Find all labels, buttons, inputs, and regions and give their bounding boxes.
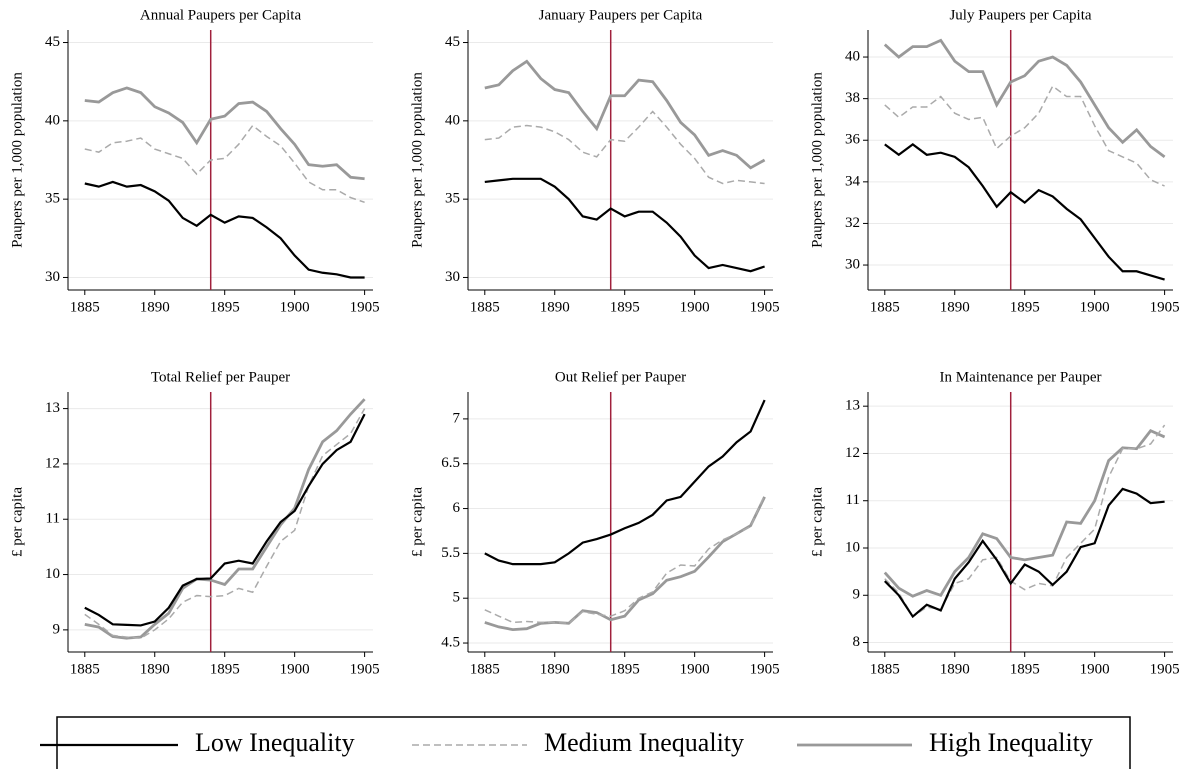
y-axis-label: £ per capita bbox=[9, 487, 25, 557]
x-tick-label: 1900 bbox=[280, 299, 310, 315]
x-tick-label: 1895 bbox=[1010, 299, 1040, 315]
x-tick-label: 1900 bbox=[1080, 299, 1110, 315]
series-line bbox=[484, 496, 766, 631]
panel-title: Annual Paupers per Capita bbox=[140, 7, 302, 23]
y-axis-label: £ per capita bbox=[409, 487, 425, 557]
y-axis-label: £ per capita bbox=[809, 487, 825, 557]
x-tick-label: 1890 bbox=[540, 299, 570, 315]
legend-label: Low Inequality bbox=[195, 728, 355, 757]
y-tick-label: 10 bbox=[45, 566, 60, 582]
series-line bbox=[884, 487, 1165, 619]
y-tick-label: 7 bbox=[453, 410, 461, 426]
y-axis-label: Paupers per 1,000 population bbox=[809, 72, 825, 248]
x-tick-label: 1895 bbox=[610, 299, 640, 315]
x-tick-label: 1900 bbox=[280, 661, 310, 677]
y-tick-label: 40 bbox=[45, 112, 60, 128]
x-tick-label: 1905 bbox=[1150, 661, 1180, 677]
y-tick-label: 11 bbox=[846, 492, 860, 508]
y-tick-label: 13 bbox=[45, 400, 60, 416]
x-tick-label: 1885 bbox=[470, 299, 500, 315]
x-tick-label: 1905 bbox=[750, 661, 780, 677]
series-line bbox=[84, 180, 365, 279]
x-tick-label: 1900 bbox=[1080, 661, 1110, 677]
series-line bbox=[84, 398, 366, 640]
y-tick-label: 5.5 bbox=[441, 545, 460, 561]
legend-label: High Inequality bbox=[929, 728, 1093, 757]
panel-title: Out Relief per Pauper bbox=[555, 369, 686, 385]
x-tick-label: 1900 bbox=[680, 661, 710, 677]
x-tick-label: 1890 bbox=[940, 299, 970, 315]
y-tick-label: 11 bbox=[46, 511, 60, 527]
x-tick-label: 1890 bbox=[140, 661, 170, 677]
y-tick-label: 13 bbox=[845, 398, 860, 414]
y-tick-label: 6 bbox=[453, 500, 461, 516]
legend-box bbox=[56, 716, 1131, 769]
y-tick-label: 9 bbox=[53, 621, 61, 637]
series-line bbox=[883, 429, 1166, 598]
y-tick-label: 45 bbox=[45, 34, 60, 50]
y-tick-label: 45 bbox=[445, 34, 460, 50]
x-tick-label: 1885 bbox=[870, 299, 900, 315]
panel-title: Total Relief per Pauper bbox=[151, 369, 290, 385]
y-tick-label: 12 bbox=[45, 455, 60, 471]
y-tick-label: 10 bbox=[845, 539, 860, 555]
y-tick-label: 4.5 bbox=[441, 634, 460, 650]
series-line bbox=[84, 124, 365, 203]
y-tick-label: 30 bbox=[845, 256, 860, 272]
series-line bbox=[884, 143, 1165, 281]
y-tick-label: 40 bbox=[845, 48, 860, 64]
series-line bbox=[884, 85, 1165, 187]
series-line bbox=[484, 177, 765, 273]
y-tick-label: 34 bbox=[845, 173, 861, 189]
y-tick-label: 8 bbox=[853, 634, 861, 650]
x-tick-label: 1895 bbox=[210, 661, 240, 677]
x-tick-label: 1895 bbox=[210, 299, 240, 315]
x-tick-label: 1885 bbox=[70, 299, 100, 315]
x-tick-label: 1905 bbox=[1150, 299, 1180, 315]
x-tick-label: 1905 bbox=[350, 299, 380, 315]
x-tick-label: 1895 bbox=[610, 661, 640, 677]
y-axis-label: Paupers per 1,000 population bbox=[9, 72, 25, 248]
y-tick-label: 35 bbox=[45, 191, 60, 207]
series-line bbox=[84, 413, 366, 627]
x-tick-label: 1890 bbox=[540, 661, 570, 677]
x-tick-label: 1885 bbox=[470, 661, 500, 677]
panel-title: January Paupers per Capita bbox=[539, 7, 703, 23]
x-tick-label: 1890 bbox=[140, 299, 170, 315]
x-tick-label: 1885 bbox=[70, 661, 100, 677]
series-line bbox=[484, 110, 765, 185]
x-tick-label: 1895 bbox=[1010, 661, 1040, 677]
y-tick-label: 6.5 bbox=[441, 455, 460, 471]
legend-label: Medium Inequality bbox=[544, 728, 744, 757]
panel-title: In Maintenance per Pauper bbox=[939, 369, 1101, 385]
series-line bbox=[884, 424, 1166, 618]
y-tick-label: 40 bbox=[445, 112, 460, 128]
panel-title: July Paupers per Capita bbox=[949, 7, 1091, 23]
x-tick-label: 1885 bbox=[870, 661, 900, 677]
series-line bbox=[484, 399, 766, 566]
x-tick-label: 1890 bbox=[940, 661, 970, 677]
y-tick-label: 35 bbox=[445, 191, 460, 207]
series-line bbox=[484, 494, 766, 625]
series-line bbox=[84, 86, 365, 181]
y-tick-label: 30 bbox=[45, 269, 60, 285]
y-tick-label: 36 bbox=[845, 132, 861, 148]
x-tick-label: 1900 bbox=[680, 299, 710, 315]
y-tick-label: 9 bbox=[853, 587, 861, 603]
series-line bbox=[883, 38, 1166, 159]
y-tick-label: 32 bbox=[845, 215, 860, 231]
y-tick-label: 12 bbox=[845, 445, 860, 461]
y-axis-label: Paupers per 1,000 population bbox=[409, 72, 425, 248]
x-tick-label: 1905 bbox=[350, 661, 380, 677]
y-tick-label: 30 bbox=[445, 269, 460, 285]
x-tick-label: 1905 bbox=[750, 299, 780, 315]
series-line bbox=[484, 59, 766, 170]
y-tick-label: 38 bbox=[845, 90, 860, 106]
y-tick-label: 5 bbox=[453, 590, 461, 606]
